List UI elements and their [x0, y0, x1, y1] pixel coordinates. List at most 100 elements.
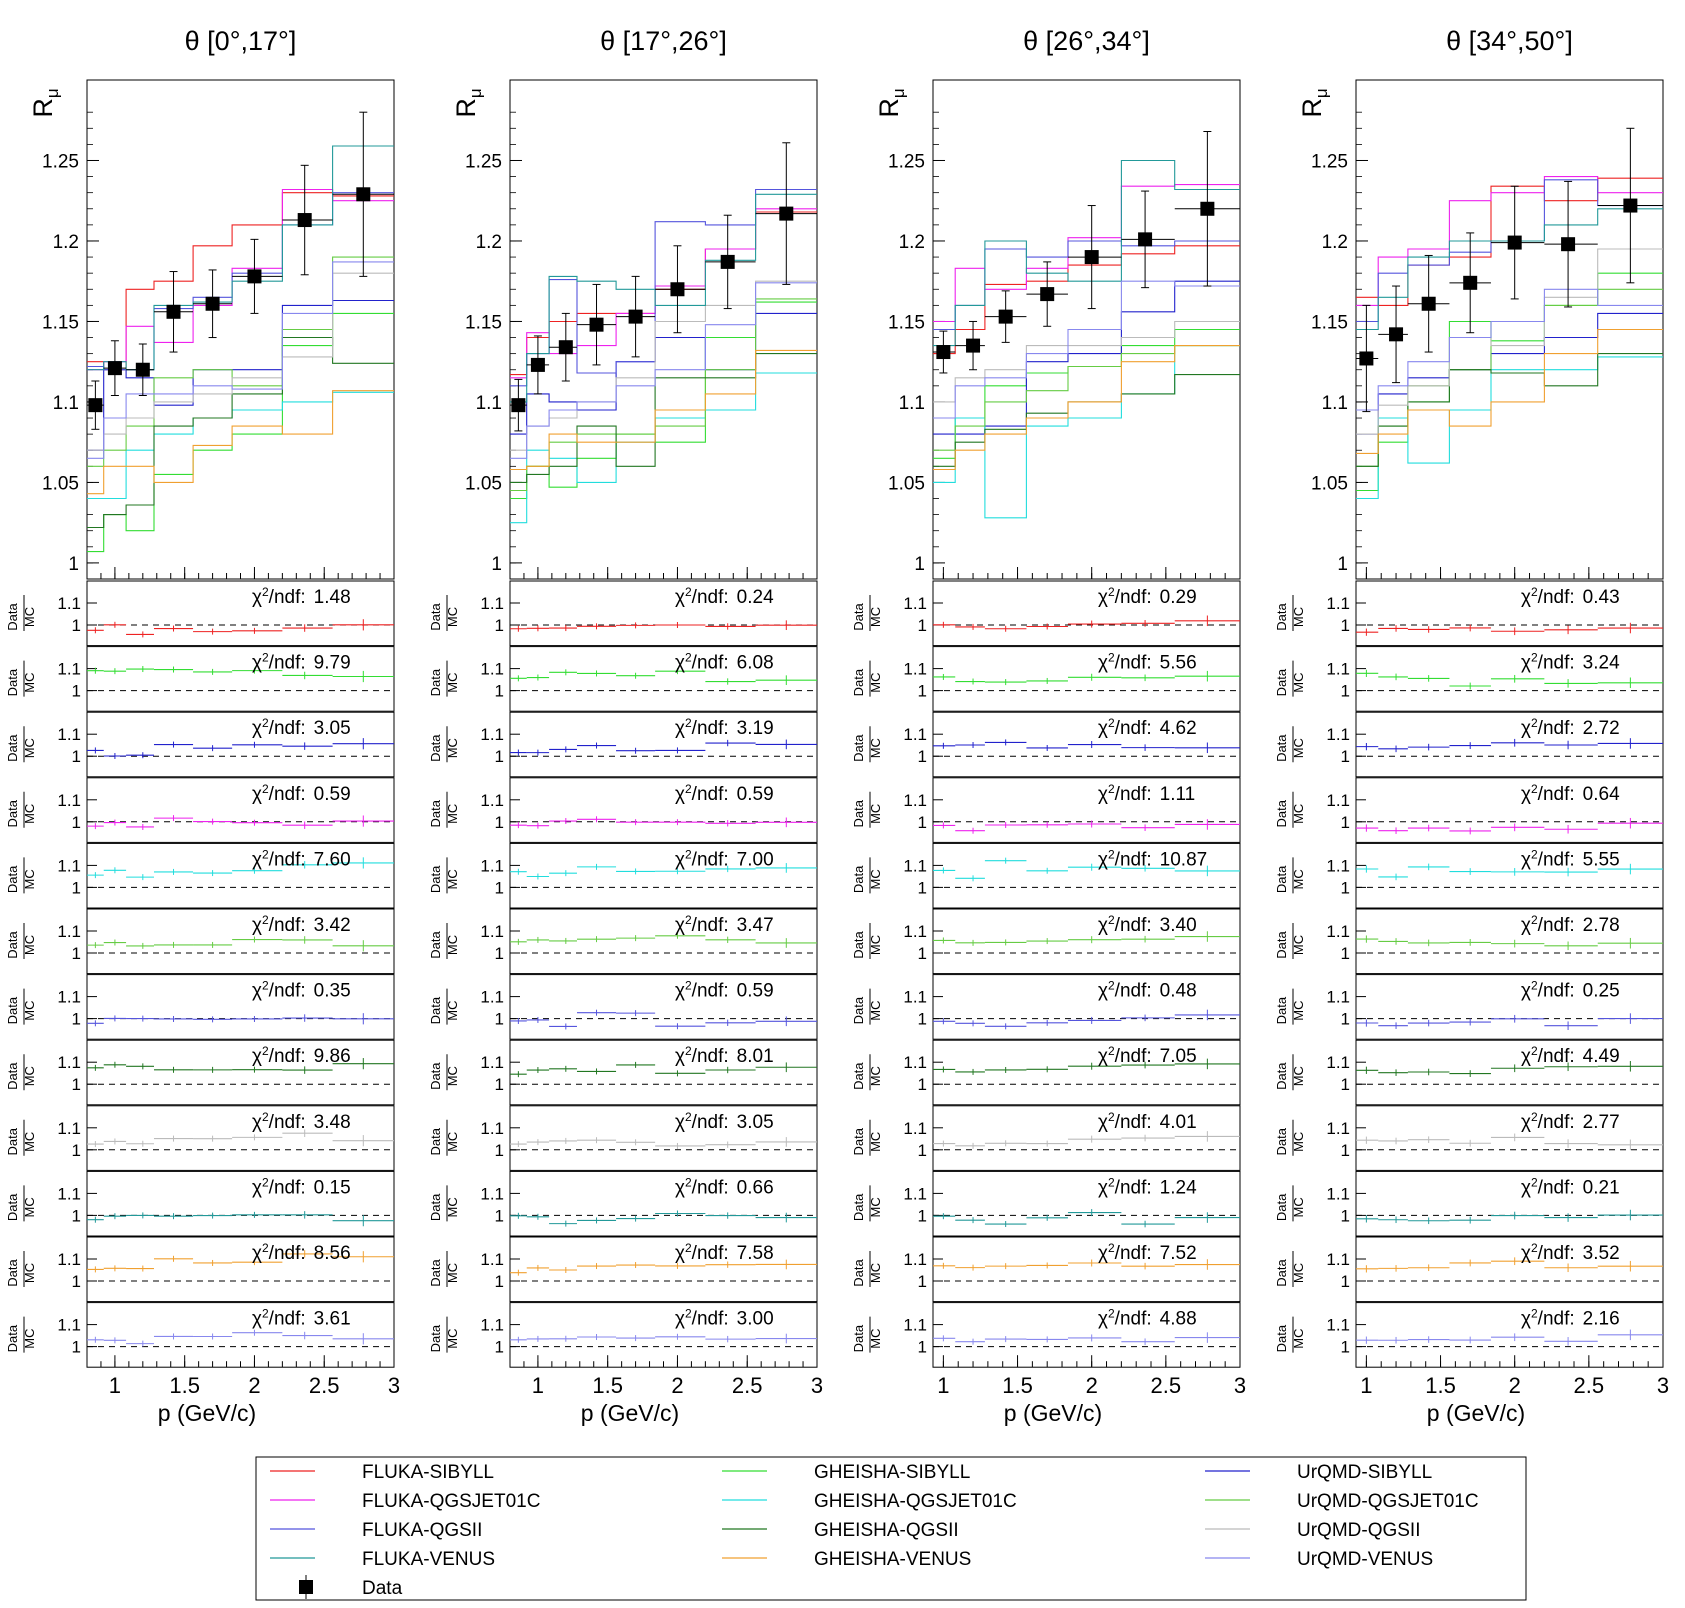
ratio-panel-2: Data MC 1.1 1 χ2/ndf: 3.19: [428, 711, 818, 778]
ratio-label-bottom: MC: [868, 607, 883, 627]
ratio-tick-label: 1: [72, 1272, 81, 1291]
ratio-panel-6: Data MC 1.1 1 χ2/ndf: 0.35: [5, 974, 395, 1040]
ratio-panel-8: Data MC 1.1 1 χ2/ndf: 4.01: [851, 1105, 1241, 1171]
ratio-tick-label: 1.1: [57, 594, 81, 613]
data-point: [88, 398, 103, 413]
ratio-label-bottom: MC: [445, 1197, 460, 1217]
ratio-label-top: Data: [1274, 865, 1289, 893]
chi2-suffix: /ndf:: [692, 981, 729, 1002]
ratio-label-bottom: MC: [1291, 738, 1306, 758]
chi2-value: 1.24: [1160, 1177, 1197, 1198]
ratio-frame: [509, 1170, 818, 1237]
ratio-label-top: Data: [428, 603, 443, 631]
ratio-label-top: Data: [428, 1259, 443, 1287]
mc-histogram-fluka-qgsjet01c: [87, 188, 394, 371]
ratio-frame: [932, 580, 1241, 647]
chi2-exponent: 2: [262, 1110, 269, 1124]
y-axis-label-main: R: [1297, 98, 1327, 118]
chi2-exponent: 2: [685, 1044, 692, 1058]
ratio-label-bottom: MC: [1291, 935, 1306, 955]
chi2-suffix: /ndf:: [269, 981, 306, 1002]
ratio-tick-label: 1: [495, 1141, 504, 1160]
chi2-exponent: 2: [685, 979, 692, 993]
ratio-tick-label: 1.1: [57, 1316, 81, 1335]
chi2-symbol: χ: [1098, 1046, 1108, 1067]
chi2-exponent: 2: [1108, 782, 1115, 796]
chi2-symbol: χ: [1521, 1309, 1531, 1330]
main-frame: [509, 79, 818, 580]
chi2-label: χ2/ndf: 0.59: [675, 979, 774, 1002]
ratio-label-bottom: MC: [22, 1263, 37, 1283]
chi2-symbol: χ: [675, 784, 685, 805]
mc-histogram-gheisha-qgsjet01c: [933, 345, 1240, 519]
y-tick-label: 1: [1337, 554, 1348, 575]
chi2-exponent: 2: [1531, 979, 1538, 993]
x-tick-label: 1: [937, 1373, 949, 1398]
ratio-panel-0: Data MC 1.1 1 χ2/ndf: 1.48: [5, 580, 395, 647]
ratio-tick-label: 1: [1341, 1010, 1350, 1029]
ratio-label-top: Data: [5, 1259, 20, 1287]
ratio-label-bottom: MC: [868, 935, 883, 955]
chi2-value: 0.43: [1583, 587, 1620, 608]
y-tick-label: 1.25: [465, 151, 502, 172]
ratio-panel-7: Data MC 1.1 1 χ2/ndf: 7.05: [851, 1039, 1241, 1106]
legend-entry: GHEISHA-VENUS: [814, 1549, 971, 1570]
chi2-label: χ2/ndf: 2.78: [1521, 913, 1620, 936]
ratio-label-top: Data: [851, 865, 866, 893]
ratio-panel-7: Data MC 1.1 1 χ2/ndf: 9.86: [5, 1039, 395, 1106]
ratio-tick-label: 1: [72, 1206, 81, 1225]
chi2-exponent: 2: [685, 1175, 692, 1189]
chi2-suffix: /ndf:: [269, 653, 306, 674]
chi2-suffix: /ndf:: [269, 1243, 306, 1264]
ratio-label-top: Data: [1274, 1127, 1289, 1155]
legend-entry: FLUKA-SIBYLL: [362, 1462, 494, 1483]
chi2-value: 7.60: [314, 849, 351, 870]
ratio-panel-9: Data MC 1.1 1 χ2/ndf: 1.24: [851, 1170, 1241, 1237]
chi2-exponent: 2: [1108, 716, 1115, 730]
ratio-tick-label: 1: [72, 616, 81, 635]
mc-histogram-fluka-venus: [510, 193, 817, 403]
ratio-tick-label: 1.1: [1326, 1053, 1350, 1072]
chi2-suffix: /ndf:: [692, 1177, 729, 1198]
ratio-label-bottom: MC: [868, 869, 883, 889]
ratio-frame: [932, 646, 1241, 712]
chi2-exponent: 2: [262, 979, 269, 993]
x-tick-label: 1.5: [1425, 1373, 1456, 1398]
ratio-panel-1: Data MC 1.1 1 χ2/ndf: 5.56: [851, 646, 1241, 712]
chi2-label: χ2/ndf: 2.72: [1521, 716, 1620, 739]
chi2-exponent: 2: [262, 716, 269, 730]
chi2-value: 8.01: [737, 1046, 774, 1067]
ratio-tick-label: 1.1: [480, 1250, 504, 1269]
ratio-frame: [1355, 580, 1664, 647]
data-point: [530, 357, 545, 372]
chi2-suffix: /ndf:: [1115, 1243, 1152, 1264]
y-tick-label: 1.1: [53, 393, 79, 414]
ratio-tick-label: 1: [1341, 747, 1350, 766]
ratio-tick-label: 1: [495, 1075, 504, 1094]
data-point: [1561, 237, 1576, 252]
chi2-symbol: χ: [675, 718, 685, 739]
chi2-exponent: 2: [1108, 1175, 1115, 1189]
chi2-value: 3.19: [737, 718, 774, 739]
ratio-panel-9: Data MC 1.1 1 χ2/ndf: 0.15: [5, 1170, 395, 1237]
chi2-symbol: χ: [1098, 1177, 1108, 1198]
ratio-frame: [509, 842, 818, 909]
ratio-tick-label: 1: [1341, 878, 1350, 897]
chi2-label: χ2/ndf: 6.08: [675, 651, 774, 674]
chi2-exponent: 2: [262, 913, 269, 927]
ratio-panel-5: Data MC 1.1 1 χ2/ndf: 3.42: [5, 908, 395, 975]
ratio-tick-label: 1: [1341, 616, 1350, 635]
chi2-value: 3.61: [314, 1309, 351, 1330]
ratio-label-bottom: MC: [868, 1066, 883, 1086]
ratio-tick-label: 1: [72, 1010, 81, 1029]
ratio-label-top: Data: [5, 734, 20, 762]
chi2-label: χ2/ndf: 3.61: [252, 1307, 351, 1330]
data-point: [1359, 351, 1374, 366]
mc-histogram-gheisha-venus: [1356, 328, 1663, 454]
chi2-value: 3.05: [314, 718, 351, 739]
chi2-value: 3.52: [1583, 1243, 1620, 1264]
ratio-frame: [932, 1039, 1241, 1106]
ratio-panel-4: Data MC 1.1 1 χ2/ndf: 10.87: [851, 842, 1241, 909]
chi2-value: 8.56: [314, 1243, 351, 1264]
